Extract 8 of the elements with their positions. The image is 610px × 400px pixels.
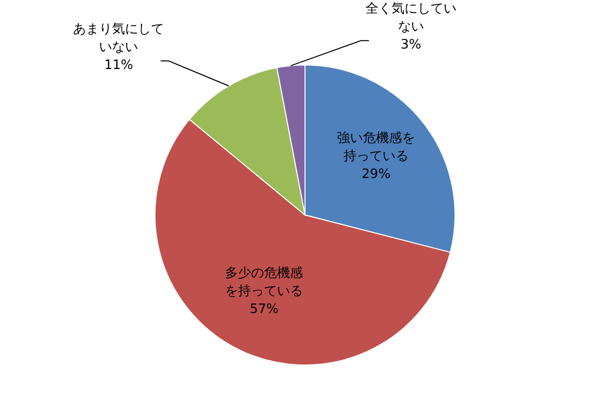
slice-label: あまり気にしていない [73,22,164,55]
slice-label: 多少の危機感を持っている [225,266,304,300]
data-label: 11% [104,58,134,73]
data-label: 29% [362,166,391,182]
slice-label: 強い危機感を持っている [337,130,416,164]
data-label: 3% [400,38,422,53]
slice-label: 全く気にしていない [365,2,456,35]
data-label: 57% [250,302,279,318]
